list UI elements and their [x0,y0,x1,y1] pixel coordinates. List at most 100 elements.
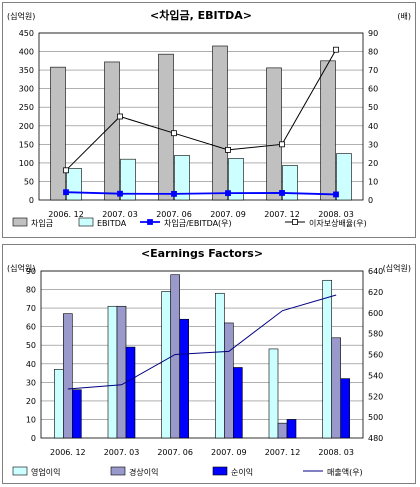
legend-label: 이자보상배율(우) [309,218,367,228]
marker-차입금-ebitda-우 [171,190,177,197]
marker-이자보상배율-우 [117,113,123,120]
x-tick-label: 2008. 03 [318,448,354,457]
legend-label: 차입금 [31,219,53,228]
left-tick-label: 40 [26,360,36,369]
right-tick-label: 540 [368,371,383,380]
legend-label: 차입금/EBITDA(우) [164,219,232,228]
legend-swatch-순이익 [212,466,228,476]
right-tick-label: 0 [368,196,373,205]
x-tick-label: 2007. 06 [157,448,193,457]
left-tick-label: 0 [29,196,34,205]
bar-ebitda [174,155,190,201]
legend-swatch-ebitda [78,217,94,227]
left-tick-label: 60 [26,323,36,332]
x-tick-label: 2008. 03 [318,210,354,219]
left-tick-label: 250 [19,103,34,112]
x-tick-label: 2007. 09 [210,210,246,219]
marker-차입금-ebitda-우 [333,191,339,198]
left-tick-label: 80 [26,286,36,295]
x-tick-label: 2007. 06 [156,210,192,219]
left-axis-unit: (십억원) [7,11,35,21]
legend-swatch-경상이익 [110,466,126,476]
bar-차입금 [104,61,120,201]
x-tick-label: 2006. 12 [50,448,86,457]
legend-label: 순이익 [231,467,253,477]
legend-label: 매출액(우) [327,467,363,477]
right-axis-unit: (십억원) [383,263,411,273]
bar-영업이익 [161,291,171,439]
legend-marker-차입금-ebitda-우 [147,219,153,225]
right-tick-label: 500 [368,413,383,422]
right-tick-label: 50 [368,103,378,112]
plot-area [38,32,364,201]
plot-area [40,270,364,439]
right-tick-label: 580 [368,330,383,339]
left-tick-label: 10 [26,415,36,424]
bar-순이익 [72,389,82,439]
bar-ebitda [228,158,244,201]
bar-차입금 [320,60,336,201]
chart-title: <차입금, EBITDA> [150,8,252,22]
right-tick-label: 10 [368,177,378,186]
right-tick-label: 90 [368,29,378,38]
marker-이자보상배율-우 [63,167,69,174]
x-tick-label: 2007. 03 [104,448,140,457]
marker-이자보상배율-우 [333,46,339,53]
chart-title: <Earnings Factors> [141,247,263,260]
bar-경상이익 [63,313,73,439]
marker-차입금-ebitda-우 [117,190,123,197]
left-tick-label: 400 [19,48,34,57]
earnings-factors-chart-panel: <Earnings Factors> (십억원) (십억원) 0 10 20 30 40 50 6… [2,244,416,484]
bar-ebitda [282,165,298,201]
bar-경상이익 [331,337,341,439]
left-tick-label: 50 [24,177,34,186]
bar-ebitda [120,158,136,201]
right-tick-label: 600 [368,309,383,318]
right-tick-label: 70 [368,66,378,75]
left-tick-label: 150 [19,140,34,149]
marker-이자보상배율-우 [225,146,231,153]
bar-영업이익 [54,369,64,439]
left-tick-label: 90 [26,267,36,276]
legend-label: EBITDA [97,219,127,228]
line-매출액-우 [67,294,337,390]
bar-차입금 [50,66,66,201]
bar-차입금 [266,67,282,201]
right-tick-label: 30 [368,140,378,149]
bar-경상이익 [224,322,234,439]
bar-영업이익 [107,305,118,439]
earnings-factors-chart: <Earnings Factors> (십억원) (십억원) 0 10 20 30 40 50 6… [7,247,411,477]
bar-영업이익 [268,348,279,439]
bar-ebitda [336,153,352,201]
right-tick-label: 560 [368,351,383,360]
left-tick-label: 0 [31,434,36,443]
right-axis-unit: (배) [397,12,411,21]
bar-차입금 [158,53,174,201]
right-tick-label: 620 [368,288,383,297]
x-tick-label: 2007. 09 [211,448,247,457]
right-tick-label: 80 [368,48,378,57]
bar-영업이익 [215,292,225,439]
debt-ebitda-chart: <차입금, EBITDA>(십억원) (배)0501001502002503003… [7,8,411,228]
left-tick-label: 30 [26,378,36,387]
right-tick-label: 40 [368,122,378,131]
marker-이자보상배율-우 [171,130,177,137]
left-tick-label: 70 [26,304,36,313]
right-tick-label: 20 [368,159,378,168]
bar-순이익 [233,367,243,439]
right-tick-label: 60 [368,85,378,94]
bar-순이익 [179,318,189,439]
legend-label: 영업이익 [31,467,60,477]
x-tick-label: 2007. 12 [264,210,300,219]
bar-차입금 [212,45,228,201]
legend-swatch-차입금 [12,217,28,227]
x-tick-label: 2007. 12 [265,448,301,457]
right-tick-label: 640 [368,267,383,276]
left-tick-label: 200 [19,122,34,131]
legend-label: 경상이익 [129,467,158,477]
marker-이자보상배율-우 [279,141,285,148]
left-tick-label: 100 [19,159,34,168]
left-tick-label: 350 [19,66,34,75]
right-tick-label: 520 [368,392,383,401]
legend-marker-이자보상배율-우 [292,219,298,225]
